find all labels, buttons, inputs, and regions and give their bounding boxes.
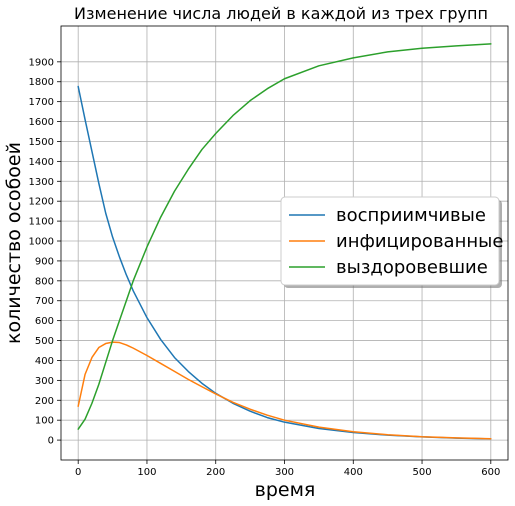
x-tick-label: 0 (75, 467, 81, 478)
x-tick-label: 200 (206, 467, 225, 478)
series-layer (77, 43, 492, 440)
y-tick-label: 0 (48, 436, 54, 447)
x-tick-label: 300 (275, 467, 294, 478)
ticks: 0 100 200 300 400 500 600 0 100 200 300 400 500 600 70… (29, 57, 501, 478)
y-tick-label: 200 (35, 396, 54, 407)
y-tick-label: 800 (35, 276, 54, 287)
y-tick-label: 300 (35, 376, 54, 387)
y-tick-label: 1000 (29, 237, 54, 248)
legend-box (280, 196, 500, 286)
y-tick-label: 1700 (29, 97, 54, 108)
y-tick-label: 900 (35, 256, 54, 267)
y-tick-label: 1600 (29, 117, 54, 128)
legend-label-0: восприимчивые (336, 205, 486, 226)
y-tick-label: 600 (35, 316, 54, 327)
legend: восприимчивые инфицированные выздоровевшие (280, 196, 503, 288)
y-tick-label: 1900 (29, 57, 54, 68)
legend-label-2: выздоровевшие (336, 257, 488, 278)
chart-title: Изменение числа людей в каждой из трех г… (74, 4, 488, 23)
y-axis-label: количество особоей (3, 142, 25, 344)
y-tick-label: 700 (35, 296, 54, 307)
series-line-0 (77, 85, 492, 440)
y-tick-label: 100 (35, 416, 54, 427)
y-tick-label: 1500 (29, 137, 54, 148)
legend-label-1: инфицированные (336, 231, 503, 252)
y-tick-label: 1300 (29, 177, 54, 188)
y-tick-label: 1200 (29, 197, 54, 208)
y-tick-label: 1400 (29, 157, 54, 168)
x-tick-label: 400 (344, 467, 363, 478)
x-tick-label: 100 (137, 467, 156, 478)
x-tick-label: 600 (481, 467, 500, 478)
x-axis-label: время (255, 479, 316, 501)
y-tick-label: 500 (35, 336, 54, 347)
series-line-2 (77, 43, 492, 430)
y-tick-label: 1100 (29, 217, 54, 228)
y-tick-label: 1800 (29, 77, 54, 88)
y-tick-label: 400 (35, 356, 54, 367)
x-tick-label: 500 (412, 467, 431, 478)
series-line-1 (77, 341, 492, 440)
